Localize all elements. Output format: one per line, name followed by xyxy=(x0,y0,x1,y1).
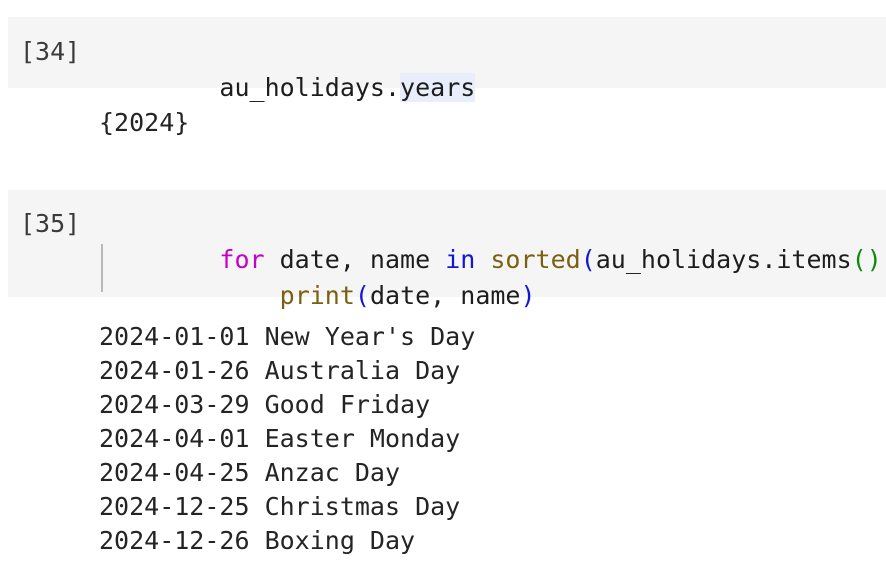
output-line: 2024-04-01 Easter Monday xyxy=(99,424,461,453)
output-line: 2024-12-25 Christmas Day xyxy=(99,492,461,521)
code-token-open-paren-1: ( xyxy=(580,245,596,274)
cell-34-output: {2024} xyxy=(99,106,189,140)
code-token-keyword-in: in xyxy=(445,245,476,274)
code-token-builtin-print: print xyxy=(279,281,355,310)
cell-35-execution-prompt: [35] xyxy=(20,209,81,238)
output-line: 2024-01-01 New Year's Day xyxy=(99,322,476,351)
cell-35-output: 2024-01-01 New Year's Day 2024-01-26 Aus… xyxy=(99,320,475,558)
code-token-loop-vars: date, name xyxy=(264,245,446,274)
code-token-open-paren-2: ( xyxy=(851,245,867,274)
code-token-method-call: au_holidays.items xyxy=(595,245,852,274)
code-token-builtin-sorted: sorted xyxy=(490,245,581,274)
code-token-open-paren-1: ( xyxy=(354,281,370,310)
code-token-close-paren-1: ) xyxy=(520,281,536,310)
output-line: 2024-03-29 Good Friday xyxy=(99,390,431,419)
output-line: 2024-04-25 Anzac Day xyxy=(99,458,401,487)
code-token-object: au_holidays. xyxy=(219,73,401,102)
code-token-close-paren-1: ) xyxy=(882,245,886,274)
code-token-close-paren-2: ) xyxy=(866,245,882,274)
code-line[interactable]: au_holidays.years xyxy=(99,34,476,102)
code-token-print-args: date, name xyxy=(369,281,521,310)
output-line: 2024-01-26 Australia Day xyxy=(99,356,461,385)
code-line[interactable]: print(date, name) xyxy=(99,242,886,310)
cell-35-input-band[interactable] xyxy=(8,190,886,297)
cell-34-code-editor[interactable]: au_holidays.years xyxy=(99,34,476,102)
cell-35-code-editor[interactable]: for date, name in sorted(au_holidays.ite… xyxy=(99,206,886,310)
output-line: {2024} xyxy=(99,108,190,137)
cell-34-execution-prompt: [34] xyxy=(20,37,81,66)
code-token-indent xyxy=(219,281,279,310)
code-token-attribute-highlighted: years xyxy=(400,73,476,102)
code-token-keyword-for: for xyxy=(219,245,265,274)
code-line[interactable]: for date, name in sorted(au_holidays.ite… xyxy=(99,206,886,274)
code-token-space xyxy=(475,245,490,274)
indent-guide-line xyxy=(101,244,103,292)
output-line: 2024-12-26 Boxing Day xyxy=(99,526,416,555)
